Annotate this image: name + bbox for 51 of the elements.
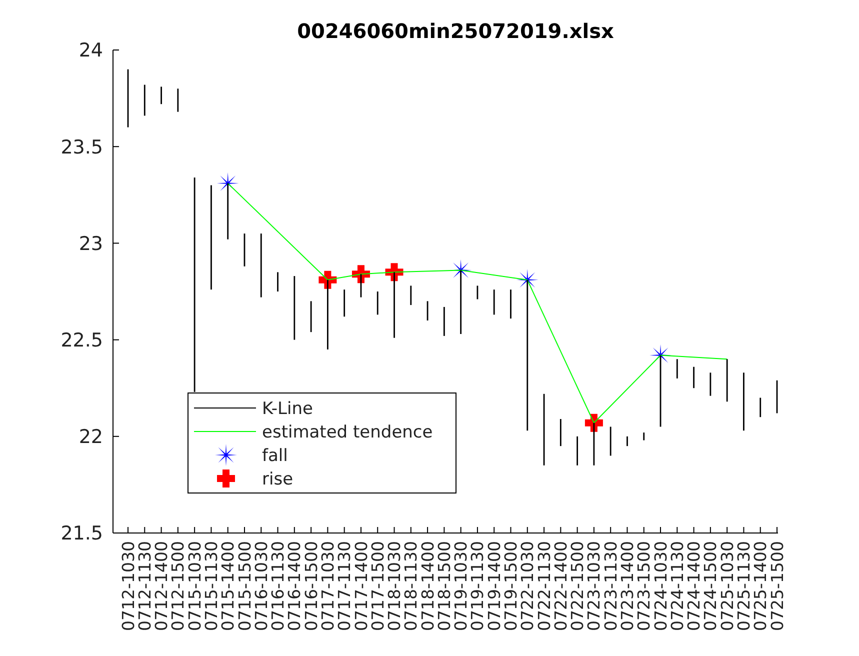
x-tick-label: 0725-1500: [768, 541, 787, 631]
legend-label: rise: [262, 469, 294, 490]
x-tick-label: 0724-1500: [701, 541, 720, 631]
x-tick-label: 0724-1130: [668, 541, 687, 631]
x-tick-label: 0715-1030: [185, 541, 204, 631]
legend-label: estimated tendence: [262, 422, 433, 442]
x-tick-label: 0717-1400: [352, 541, 371, 631]
x-tick-label: 0722-1130: [534, 541, 554, 631]
x-tick-label: 0718-1030: [385, 541, 404, 631]
x-tick-label: 0719-1030: [452, 541, 471, 631]
x-tick-label: 0725-1130: [734, 541, 754, 631]
x-tick-label: 0716-1030: [252, 541, 271, 631]
x-tick-label: 0722-1400: [551, 541, 570, 631]
x-tick-label: 0717-1030: [318, 541, 338, 631]
x-tick-label: 0725-1030: [718, 541, 737, 631]
x-tick-label: 0716-1400: [285, 541, 304, 631]
x-tick-label: 0712-1130: [135, 541, 154, 631]
x-tick-label: 0712-1400: [152, 541, 172, 631]
legend-label: K-Line: [262, 398, 313, 419]
x-tick-label: 0722-1030: [518, 541, 538, 631]
chart-title: 00246060min25072019.xlsx: [297, 19, 614, 43]
x-tick-label: 0718-1130: [402, 541, 421, 631]
x-tick-label: 0712-1500: [168, 541, 188, 631]
x-tick-label: 0719-1400: [484, 541, 504, 631]
x-tick-label: 0723-1400: [618, 541, 638, 631]
x-tick-label: 0715-1130: [202, 541, 221, 631]
x-tick-label: 0725-1400: [751, 541, 770, 631]
x-tick-label: 0719-1500: [502, 541, 521, 631]
x-tick-label: 0722-1500: [568, 541, 588, 631]
x-tick-label: 0724-1400: [684, 541, 704, 631]
x-tick-label: 0715-1500: [235, 541, 254, 631]
y-tick-label: 22.5: [60, 329, 103, 352]
legend-label: fall: [262, 446, 288, 466]
x-tick-label: 0716-1500: [302, 541, 321, 631]
x-tick-label: 0719-1130: [468, 541, 488, 631]
x-tick-label: 0712-1030: [118, 541, 138, 631]
x-tick-label: 0723-1500: [634, 541, 654, 631]
y-tick-label: 23: [78, 232, 103, 255]
x-tick-label: 0724-1030: [651, 541, 670, 631]
y-tick-label: 22: [78, 426, 103, 448]
x-tick-label: 0715-1400: [218, 541, 238, 631]
x-tick-label: 0717-1500: [368, 541, 388, 631]
x-tick-label: 0717-1130: [335, 541, 354, 631]
x-tick-label: 0723-1030: [584, 541, 604, 631]
x-tick-label: 0718-1500: [434, 541, 454, 631]
y-tick-label: 24: [78, 40, 103, 62]
x-tick-label: 0716-1130: [268, 541, 288, 631]
x-tick-label: 0723-1130: [601, 541, 620, 631]
x-tick-label: 0718-1400: [418, 541, 438, 631]
y-tick-label: 21.5: [60, 522, 103, 545]
y-tick-label: 23.5: [60, 136, 103, 158]
